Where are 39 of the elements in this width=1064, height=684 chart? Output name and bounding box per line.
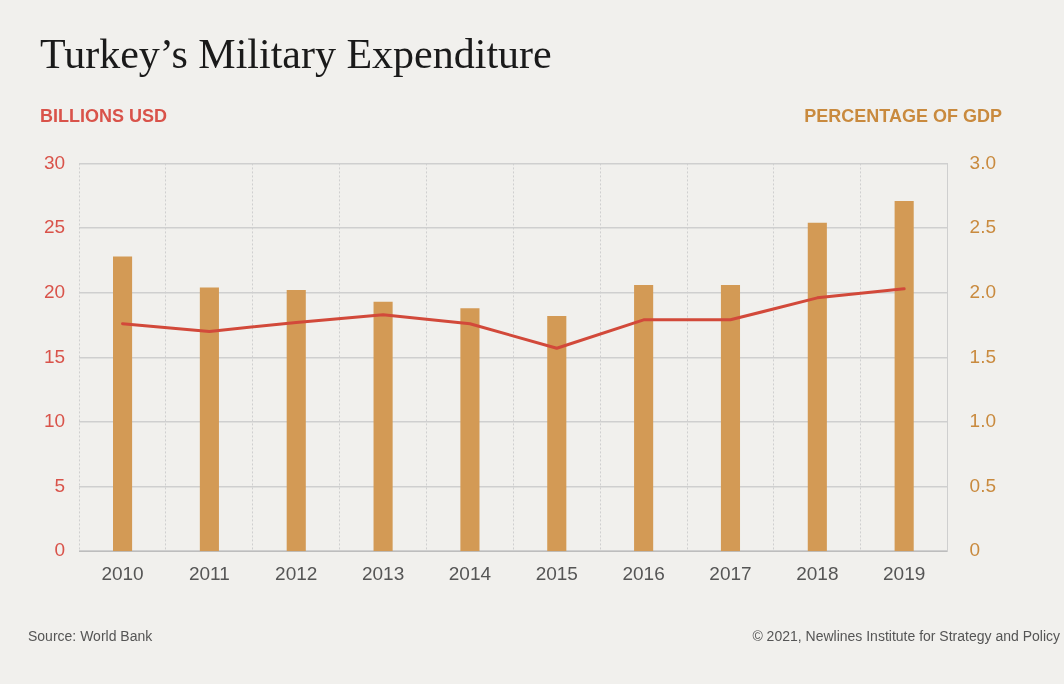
y2-axis-title: PERCENTAGE OF GDP: [804, 106, 1002, 127]
bar: [547, 315, 567, 552]
x-tick-label: 2018: [796, 562, 839, 584]
x-tick-label: 2013: [361, 562, 405, 584]
x-tick-label: 2019: [883, 562, 926, 584]
bar: [113, 256, 133, 552]
bar: [460, 308, 480, 552]
bar: [634, 284, 654, 552]
y-tick-label: 15: [43, 345, 66, 367]
y-tick-label: 0: [54, 539, 66, 561]
y-tick-label: 5: [54, 474, 66, 496]
x-tick-label: 2015: [535, 562, 578, 584]
y-tick-label: 10: [43, 410, 66, 432]
y2-tick-label: 3.0: [969, 151, 997, 173]
bar: [894, 200, 914, 552]
bar: [199, 287, 219, 552]
source-note: Source: World Bank: [28, 628, 153, 644]
y2-tick-label: 1.0: [969, 410, 997, 432]
x-tick-label: 2014: [448, 562, 492, 584]
x-tick-label: 2016: [622, 562, 665, 584]
bar: [286, 290, 306, 552]
y2-tick-label: 1.5: [969, 345, 997, 367]
y2-tick-label: 0: [969, 539, 981, 561]
bar: [807, 222, 827, 552]
x-tick-label: 2011: [188, 562, 230, 584]
bar: [720, 284, 741, 552]
text: © 2021, Newlines Institute for Strategy and Policy: [752, 628, 1060, 644]
y2-tick-label: 2.0: [969, 280, 997, 302]
y-tick-label: 20: [43, 280, 66, 302]
y-tick-label: 25: [43, 216, 66, 238]
y2-tick-label: 0.5: [969, 474, 997, 496]
y2-tick-label: 2.5: [969, 216, 997, 238]
y-tick-label: 30: [43, 151, 66, 173]
y-axis-title: BILLIONS USD: [40, 106, 168, 127]
x-tick-label: 2012: [275, 562, 318, 584]
x-tick-label: 2017: [709, 562, 752, 584]
x-tick-label: 2010: [101, 562, 144, 584]
bar: [373, 301, 393, 552]
chart-title: Turkey’s Military Expenditure: [40, 30, 552, 78]
